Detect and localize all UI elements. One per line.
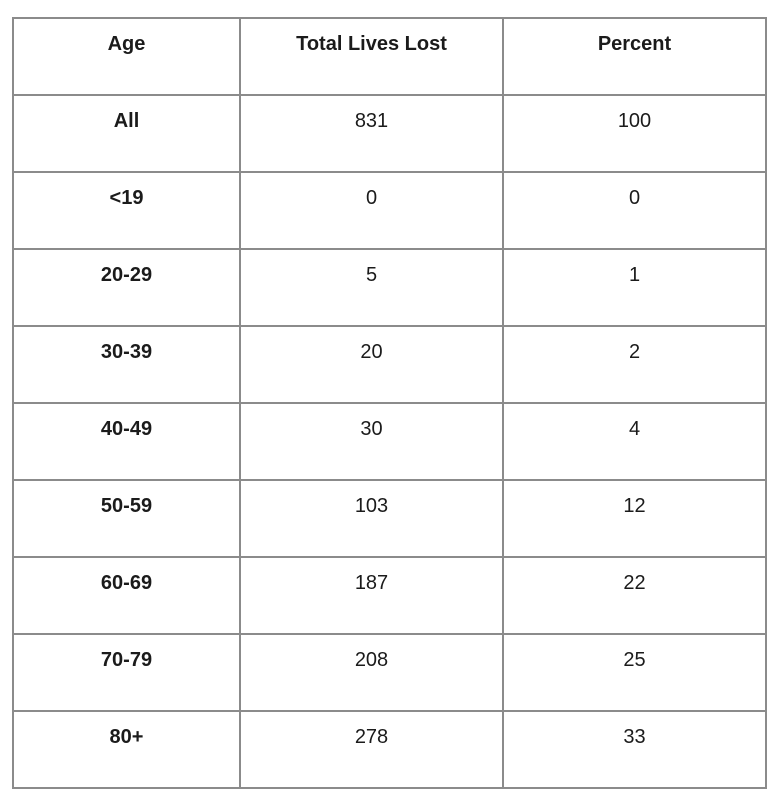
table-row: 50-59 103 12 [12, 479, 767, 558]
total-cell: 20 [239, 325, 504, 404]
percent-cell: 1 [502, 248, 767, 327]
age-cell: 40-49 [12, 402, 241, 481]
header-row: Age Total Lives Lost Percent [12, 17, 767, 96]
age-cell: 60-69 [12, 556, 241, 635]
table-row: 70-79 208 25 [12, 633, 767, 712]
table-row: All 831 100 [12, 94, 767, 173]
total-cell: 187 [239, 556, 504, 635]
percent-cell: 12 [502, 479, 767, 558]
age-cell: 20-29 [12, 248, 241, 327]
table-row: 40-49 30 4 [12, 402, 767, 481]
percent-cell: 4 [502, 402, 767, 481]
table-row: 30-39 20 2 [12, 325, 767, 404]
table-header: Age Total Lives Lost Percent [12, 17, 767, 96]
age-cell: 70-79 [12, 633, 241, 712]
table-body: All 831 100 <19 0 0 20-29 5 1 30-39 20 2… [12, 94, 767, 789]
total-cell: 0 [239, 171, 504, 250]
age-cell: 50-59 [12, 479, 241, 558]
lives-lost-by-age-table: Age Total Lives Lost Percent All 831 100… [12, 17, 767, 789]
percent-cell: 0 [502, 171, 767, 250]
percent-cell: 2 [502, 325, 767, 404]
age-cell: All [12, 94, 241, 173]
table-row: <19 0 0 [12, 171, 767, 250]
total-cell: 278 [239, 710, 504, 789]
column-header-total-lives-lost: Total Lives Lost [239, 17, 504, 96]
total-cell: 103 [239, 479, 504, 558]
column-header-percent: Percent [502, 17, 767, 96]
percent-cell: 22 [502, 556, 767, 635]
percent-cell: 33 [502, 710, 767, 789]
age-cell: 30-39 [12, 325, 241, 404]
total-cell: 30 [239, 402, 504, 481]
table-row: 80+ 278 33 [12, 710, 767, 789]
age-cell: <19 [12, 171, 241, 250]
total-cell: 831 [239, 94, 504, 173]
table-row: 60-69 187 22 [12, 556, 767, 635]
total-cell: 208 [239, 633, 504, 712]
percent-cell: 25 [502, 633, 767, 712]
age-cell: 80+ [12, 710, 241, 789]
percent-cell: 100 [502, 94, 767, 173]
total-cell: 5 [239, 248, 504, 327]
column-header-age: Age [12, 17, 241, 96]
table-row: 20-29 5 1 [12, 248, 767, 327]
